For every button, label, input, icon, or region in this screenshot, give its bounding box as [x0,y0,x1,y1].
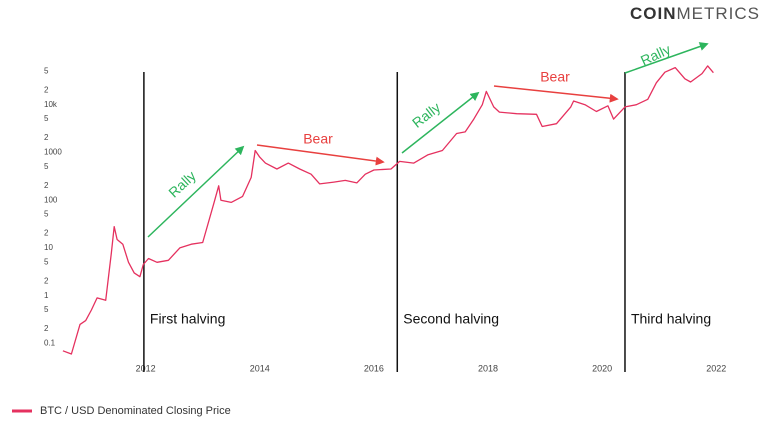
y-tick-label: 2 [44,229,49,238]
halving-label: First halving [150,311,225,327]
x-tick-label: 2022 [706,363,726,373]
brand-bold: COIN [630,4,677,23]
y-tick-label: 5 [44,210,49,219]
bear-arrow [493,85,619,103]
bear-arrow [256,144,385,166]
y-tick-label: 2 [44,324,49,333]
y-tick-label: 10 [44,243,53,252]
rally-label: Rally [409,99,443,131]
y-tick-label: 2 [44,133,49,142]
y-tick-label: 5 [44,305,49,314]
y-tick-label: 1000 [44,148,62,157]
x-tick-label: 2014 [250,363,270,373]
rally-label: Rally [638,41,673,69]
y-tick-label: 2 [44,181,49,190]
x-tick-label: 2016 [364,363,384,373]
y-tick-label: 2 [44,276,49,285]
y-tick-label: 10k [44,100,58,109]
brand-light: METRICS [677,4,761,23]
legend-label: BTC / USD Denominated Closing Price [40,405,231,417]
y-tick-label: 100 [44,195,58,204]
price-line [62,65,714,355]
rally-arrow [624,42,709,74]
halving-label: Third halving [631,311,711,327]
y-tick-label: 0.1 [44,339,56,348]
x-tick-label: 2018 [478,363,498,373]
y-tick-label: 1 [44,291,49,300]
rally-arrow [147,145,245,238]
y-tick-label: 5 [44,114,49,123]
bear-label: Bear [303,131,333,147]
rally-arrow [401,91,480,154]
x-tick-label: 2020 [592,363,612,373]
y-tick-label: 5 [44,66,49,75]
halving-label: Second halving [403,311,499,327]
y-tick-label: 2 [44,85,49,94]
y-tick-label: 5 [44,162,49,171]
brand-logo: COINMETRICS [630,4,760,23]
rally-label: Rally [165,168,199,201]
x-tick-label: 2012 [136,363,156,373]
bear-label: Bear [540,69,570,85]
y-tick-label: 5 [44,257,49,266]
